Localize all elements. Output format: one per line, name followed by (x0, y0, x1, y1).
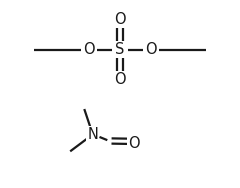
Text: O: O (128, 136, 140, 151)
Text: O: O (145, 42, 157, 57)
Text: O: O (114, 12, 126, 27)
Text: S: S (115, 42, 125, 57)
Text: O: O (83, 42, 95, 57)
Text: O: O (114, 72, 126, 87)
Text: N: N (87, 127, 98, 142)
